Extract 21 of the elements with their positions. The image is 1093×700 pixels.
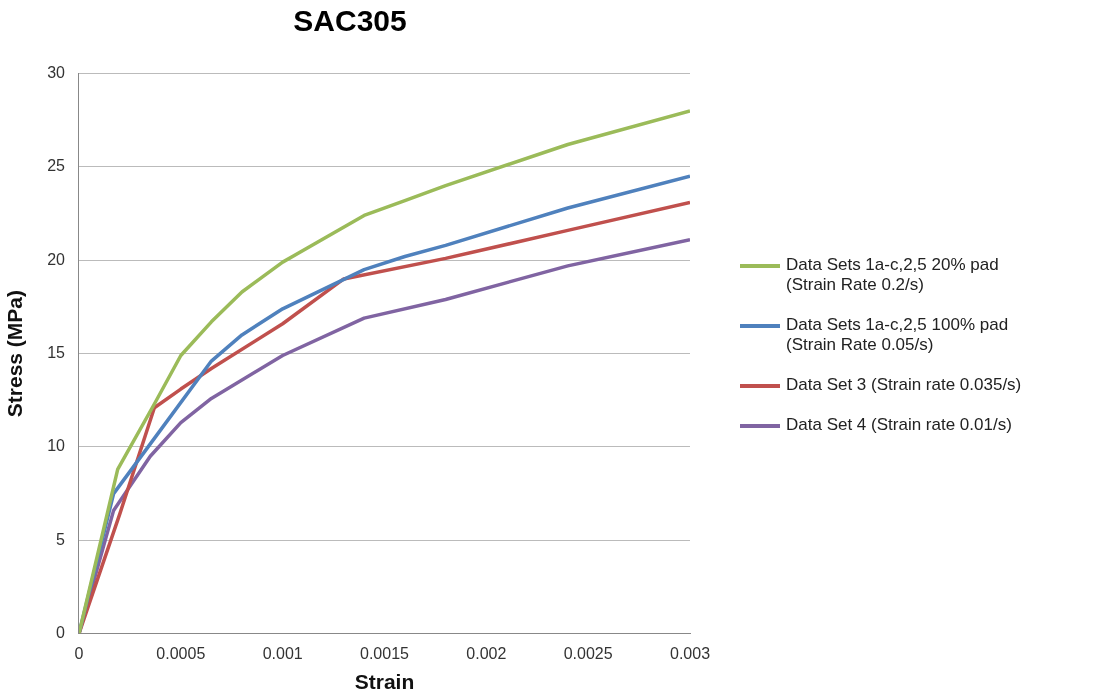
legend-label: Data Sets 1a-c,2,5 100% pad (Strain Rate 0.05/s) xyxy=(786,315,1010,355)
x-tick-label: 0.0005 xyxy=(156,644,206,662)
legend-label: Data Sets 1a-c,2,5 20% pad (Strain Rate 0.2/s) xyxy=(786,255,1000,295)
y-tick-label: 10 xyxy=(47,437,66,455)
legend-label: Data Set 3 (Strain rate 0.035/s) xyxy=(786,375,1023,395)
x-tick-label: 0.0015 xyxy=(360,644,410,662)
legend-label: Data Set 4 (Strain rate 0.01/s) xyxy=(786,415,1013,435)
y-axis-title: Stress (MPa) xyxy=(3,289,27,418)
x-tick-label: 0.0025 xyxy=(563,644,613,662)
x-tick-label: 0.003 xyxy=(669,644,711,662)
x-tick-label: 0.001 xyxy=(262,644,303,662)
y-tick-label: 25 xyxy=(47,157,66,175)
x-tick-label: 0.002 xyxy=(466,644,507,662)
y-tick-label: 20 xyxy=(47,250,66,268)
y-tick-label: 15 xyxy=(47,344,66,362)
y-tick-label: 0 xyxy=(56,624,66,642)
y-tick-label: 5 xyxy=(56,530,66,548)
y-tick-label: 30 xyxy=(47,64,66,82)
chart-title: SAC305 xyxy=(292,4,408,38)
x-axis-title: Strain xyxy=(354,670,415,694)
x-tick-label: 0 xyxy=(74,644,84,662)
